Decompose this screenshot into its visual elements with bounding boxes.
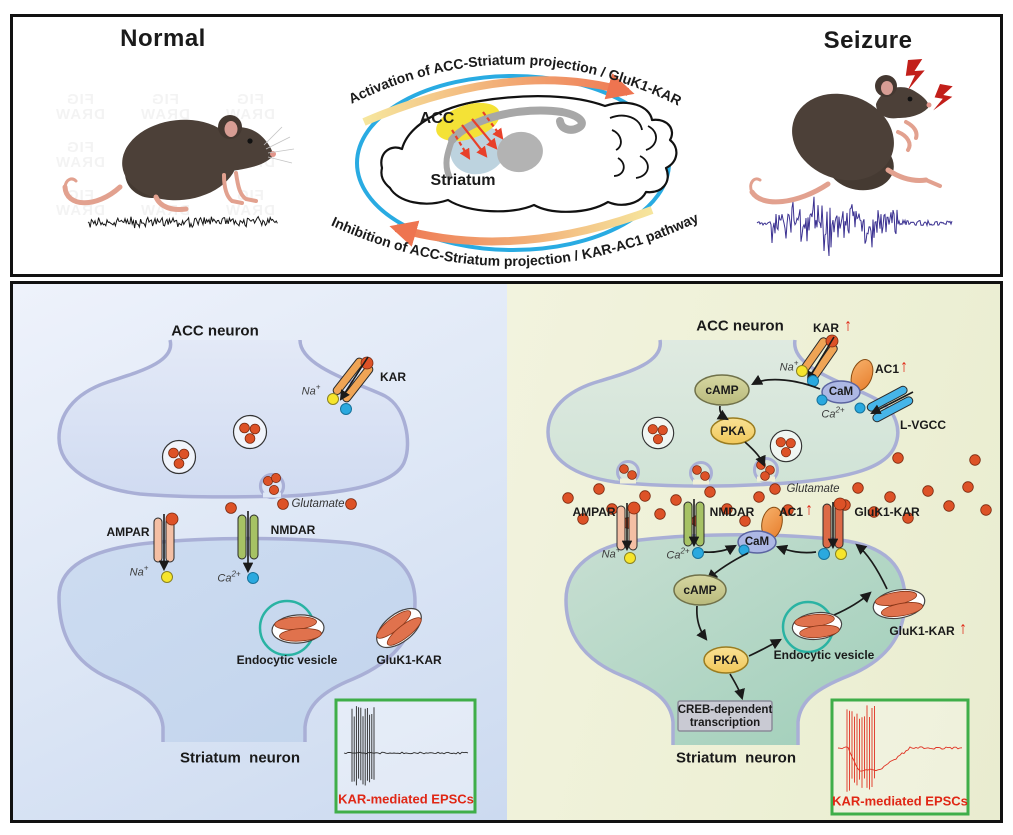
glutamate-label: Glutamate [291, 498, 345, 510]
up-arrow-icon: ↑ [843, 315, 853, 335]
na-label: Na+ [601, 545, 621, 561]
seizure-synapse-panel [506, 284, 1000, 820]
watermark: FIG DRAW [55, 187, 105, 219]
pka-label: PKA [713, 653, 739, 667]
watermark: FIG DRAW [140, 91, 190, 123]
ac1-label: AC1 [874, 362, 900, 376]
seizure-title: Seizure [823, 27, 913, 54]
watermark: FIG DRAW [55, 139, 105, 171]
epsc-inset-label: KAR-mediated EPSCs [338, 791, 474, 807]
lvgcc-label: L-VGCC [900, 418, 946, 432]
watermark: FIG DRAW [225, 91, 275, 123]
cam-label: CaM [828, 386, 854, 398]
bottom-panel [10, 281, 1003, 823]
cam-label: CaM [744, 536, 770, 548]
gluk1-kar-label: GluK1-KAR [889, 624, 955, 638]
ampar-label: AMPAR [572, 505, 616, 519]
camp-label: cAMP [705, 383, 739, 397]
striatum-neuron-label: Striatum neuron [179, 749, 301, 767]
camp-label: cAMP [683, 583, 717, 597]
nmdar-label: NMDAR [709, 505, 755, 519]
striatum-region-label: Striatum [430, 172, 496, 189]
normal-title: Normal [120, 25, 206, 52]
nmdar-label: NMDAR [270, 523, 316, 537]
ca-label: Ca2+ [821, 405, 845, 421]
na-label: Na+ [779, 358, 799, 374]
acc-neuron-label: ACC neuron [171, 322, 259, 340]
ampar-label: AMPAR [106, 525, 150, 539]
normal-synapse-panel [13, 284, 507, 820]
kar-label: KAR [813, 321, 839, 335]
ac1-label: AC1 [778, 505, 804, 519]
pka-label: PKA [720, 424, 746, 438]
watermark: FIG DRAW [140, 139, 190, 171]
watermark: FIG DRAW [140, 187, 190, 219]
gluk1-kar-label: GluK1-KAR [376, 653, 442, 667]
up-arrow-icon: ↑ [899, 356, 909, 376]
glutamate-label: Glutamate [786, 483, 840, 495]
watermark: FIG DRAW [225, 187, 275, 219]
kar-label: KAR [380, 370, 406, 384]
acc-neuron-label: ACC neuron [696, 317, 784, 335]
endocytic-vesicle-label: Endocytic vesicle [773, 648, 875, 662]
creb-label-line2: transcription [689, 717, 761, 729]
striatum-neuron-label: Striatum neuron [675, 749, 797, 767]
endocytic-vesicle-label: Endocytic vesicle [236, 653, 338, 667]
watermark: FIG DRAW [225, 139, 275, 171]
acc-region-label: ACC [419, 110, 455, 127]
gluk1-kar-label: GluK1-KAR [854, 505, 920, 519]
up-arrow-icon: ↑ [804, 499, 814, 519]
na-label: Na+ [129, 563, 149, 579]
creb-label-line1: CREB-dependent [677, 704, 773, 716]
na-label: Na+ [301, 382, 321, 398]
ca-label: Ca2+ [217, 569, 241, 585]
ca-label: Ca2+ [666, 546, 690, 562]
up-arrow-icon: ↑ [958, 618, 968, 638]
epsc-inset-label: KAR-mediated EPSCs [832, 793, 968, 809]
watermark: FIG DRAW [55, 91, 105, 123]
